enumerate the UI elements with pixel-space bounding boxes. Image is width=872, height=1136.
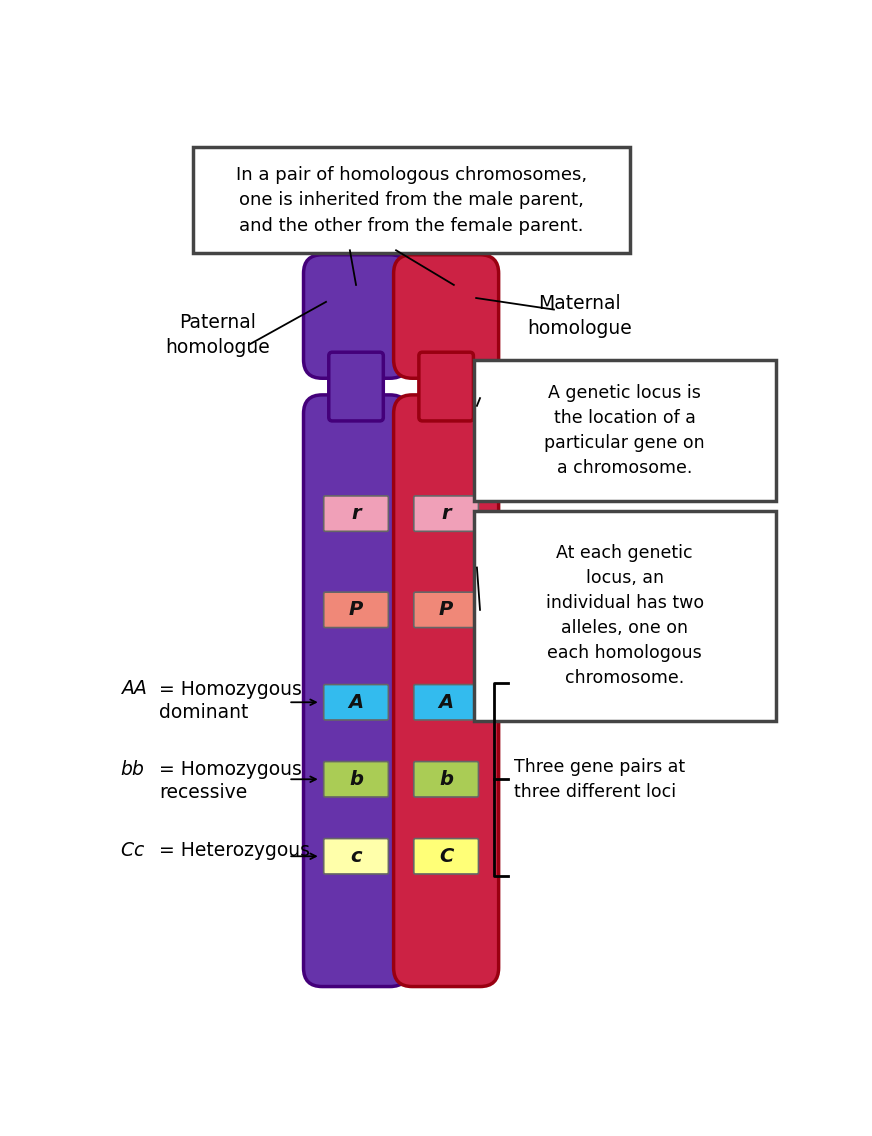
FancyBboxPatch shape (414, 685, 479, 720)
FancyBboxPatch shape (414, 838, 479, 874)
Text: = Homozygous: = Homozygous (159, 760, 302, 779)
FancyBboxPatch shape (324, 685, 388, 720)
FancyBboxPatch shape (324, 761, 388, 797)
FancyBboxPatch shape (303, 254, 409, 378)
FancyBboxPatch shape (414, 496, 479, 532)
FancyBboxPatch shape (414, 592, 479, 627)
Text: r: r (441, 504, 451, 523)
Text: r: r (351, 504, 361, 523)
Text: P: P (349, 600, 363, 619)
Text: A: A (439, 693, 453, 712)
Text: $AA$: $AA$ (120, 680, 147, 699)
Text: Paternal
homologue: Paternal homologue (165, 314, 269, 358)
FancyBboxPatch shape (303, 395, 409, 986)
Text: dominant: dominant (159, 703, 249, 721)
Text: b: b (349, 770, 363, 788)
Text: = Homozygous: = Homozygous (159, 679, 302, 699)
Text: recessive: recessive (159, 783, 247, 802)
FancyBboxPatch shape (393, 254, 499, 378)
Text: A: A (349, 693, 364, 712)
FancyBboxPatch shape (414, 761, 479, 797)
Text: In a pair of homologous chromosomes,
one is inherited from the male parent,
and : In a pair of homologous chromosomes, one… (236, 166, 587, 235)
FancyBboxPatch shape (393, 395, 499, 986)
FancyBboxPatch shape (419, 352, 473, 421)
FancyBboxPatch shape (473, 360, 776, 501)
Text: c: c (351, 846, 362, 866)
Text: A genetic locus is
the location of a
particular gene on
a chromosome.: A genetic locus is the location of a par… (544, 384, 705, 477)
Text: Maternal
homologue: Maternal homologue (527, 294, 631, 339)
Text: b: b (439, 770, 453, 788)
FancyBboxPatch shape (324, 496, 388, 532)
FancyBboxPatch shape (473, 510, 776, 720)
FancyBboxPatch shape (324, 838, 388, 874)
Text: = Heterozygous: = Heterozygous (159, 842, 310, 860)
Text: P: P (439, 600, 453, 619)
Text: C: C (439, 846, 453, 866)
FancyBboxPatch shape (329, 352, 384, 421)
Text: $Cc$: $Cc$ (120, 842, 146, 860)
FancyBboxPatch shape (193, 147, 630, 253)
Text: Three gene pairs at
three different loci: Three gene pairs at three different loci (514, 758, 685, 801)
FancyBboxPatch shape (324, 592, 388, 627)
Text: At each genetic
locus, an
individual has two
alleles, one on
each homologous
chr: At each genetic locus, an individual has… (546, 544, 704, 687)
Text: $bb$: $bb$ (120, 760, 146, 779)
